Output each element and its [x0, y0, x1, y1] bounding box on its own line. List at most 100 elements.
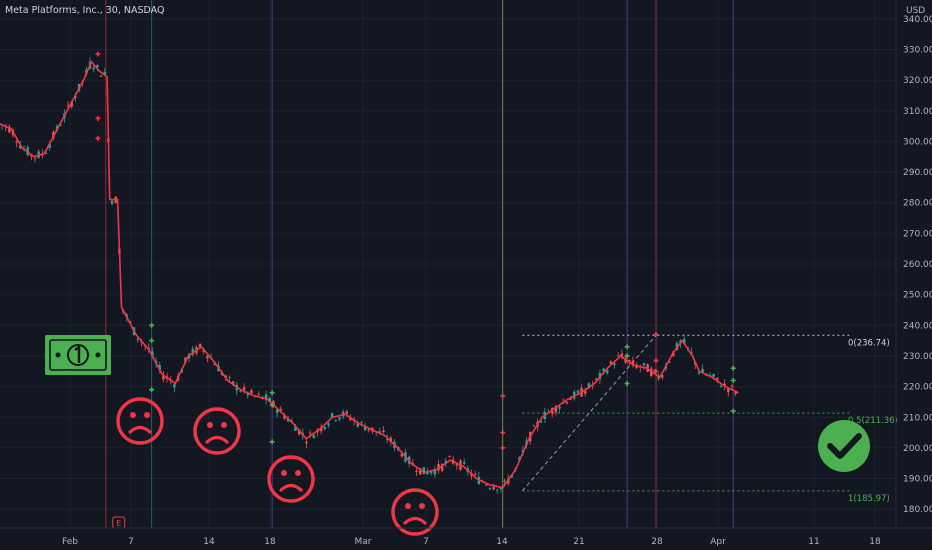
- candle-body: [286, 418, 290, 422]
- sad-face-icon: [116, 397, 164, 445]
- candle-body: [70, 101, 73, 107]
- candle-body: [202, 349, 205, 352]
- candle-body: [59, 125, 62, 126]
- candle-body: [400, 453, 404, 457]
- candle-body: [690, 352, 693, 354]
- candle-body: [734, 391, 737, 395]
- candle: [631, 356, 635, 368]
- candle-body: [653, 369, 657, 372]
- candle-body: [44, 152, 48, 154]
- candle: [488, 486, 492, 491]
- candle-body: [363, 426, 367, 431]
- sad-face-outline: [116, 397, 164, 445]
- x-tick-label: Feb: [62, 537, 78, 547]
- candle-body: [532, 425, 536, 427]
- stickers: [45, 335, 870, 536]
- candle: [110, 199, 114, 206]
- buy-signal-marker: [624, 344, 630, 350]
- sell-signal-marker: [500, 445, 506, 451]
- candle-body: [683, 338, 686, 344]
- candle-body: [473, 474, 477, 475]
- candle: [136, 338, 139, 343]
- candle-body: [110, 201, 114, 204]
- candle-body: [103, 71, 106, 75]
- candle-body: [323, 426, 327, 430]
- candle-body: [484, 484, 488, 486]
- candle-body: [620, 353, 624, 357]
- sell-signal-marker: [95, 51, 101, 57]
- sad-face-eye: [221, 422, 227, 428]
- y-tick-label: 260.00: [903, 260, 932, 270]
- candle-body: [213, 363, 216, 366]
- candle-body: [624, 358, 627, 363]
- candle-body: [338, 417, 341, 420]
- sell-signal-marker: [653, 331, 659, 337]
- candle: [532, 424, 536, 427]
- candle-body: [367, 429, 371, 431]
- money-bill-dot-right: [95, 352, 101, 358]
- candle-body: [92, 67, 95, 70]
- candle: [323, 426, 327, 431]
- y-tick-label: 290.00: [903, 168, 932, 178]
- candle-body: [242, 387, 246, 391]
- candle-body: [418, 468, 422, 475]
- candle-body: [319, 426, 323, 432]
- y-tick-label: 200.00: [903, 444, 932, 454]
- candle-body: [444, 460, 448, 464]
- candle-body: [617, 355, 620, 357]
- sad-face-icon: [267, 455, 315, 503]
- signal-markers: [95, 51, 736, 451]
- candle-body: [429, 471, 433, 474]
- candle-body: [327, 423, 330, 426]
- candle: [264, 390, 268, 405]
- candle: [275, 408, 279, 418]
- candle-body: [272, 401, 275, 407]
- candle: [448, 454, 451, 458]
- candle-body: [697, 372, 701, 374]
- candle-body: [382, 430, 385, 433]
- y-tick-label: 340.00: [903, 15, 932, 25]
- candle-body: [440, 463, 444, 471]
- candle-body: [661, 375, 664, 378]
- candle-body: [495, 489, 499, 491]
- moving-average-line: [0, 60, 739, 489]
- candle-body: [305, 441, 308, 444]
- candle-body: [162, 375, 165, 380]
- money-bill-dot-left: [55, 352, 61, 358]
- buy-signal-marker: [149, 338, 155, 344]
- buy-signal-marker: [624, 381, 630, 387]
- sad-face-outline: [193, 407, 241, 455]
- chart-title: Meta Platforms, Inc., 30, NASDAQ: [5, 5, 165, 16]
- sad-face-eye: [419, 503, 425, 509]
- candle-body: [565, 401, 569, 404]
- y-tick-label: 310.00: [903, 107, 932, 117]
- candle: [576, 389, 580, 394]
- candle-body: [716, 377, 719, 380]
- candle-body: [290, 420, 293, 422]
- candle-body: [173, 384, 176, 388]
- candle-body: [503, 480, 506, 482]
- candle: [33, 157, 37, 163]
- sad-face-mouth: [403, 516, 427, 525]
- sad-face-eye: [295, 470, 301, 476]
- fib-level-label: 0(236.74): [848, 338, 890, 348]
- candle-body: [576, 390, 580, 393]
- candle: [272, 399, 275, 408]
- candle-body: [268, 397, 271, 403]
- candle: [334, 419, 338, 423]
- candle-body: [239, 390, 242, 392]
- sad-face-mouth: [128, 425, 152, 434]
- candle: [617, 352, 620, 357]
- candle-body: [48, 144, 51, 148]
- candle-body: [540, 421, 543, 423]
- x-tick-label: 14: [496, 537, 508, 547]
- x-tick-label: Mar: [355, 537, 372, 547]
- candle-body: [642, 363, 646, 366]
- candle-body: [668, 361, 671, 363]
- buy-signal-marker: [624, 353, 630, 359]
- x-tick-label: 21: [573, 537, 584, 547]
- candle: [367, 429, 371, 433]
- sad-face-outline: [391, 488, 439, 536]
